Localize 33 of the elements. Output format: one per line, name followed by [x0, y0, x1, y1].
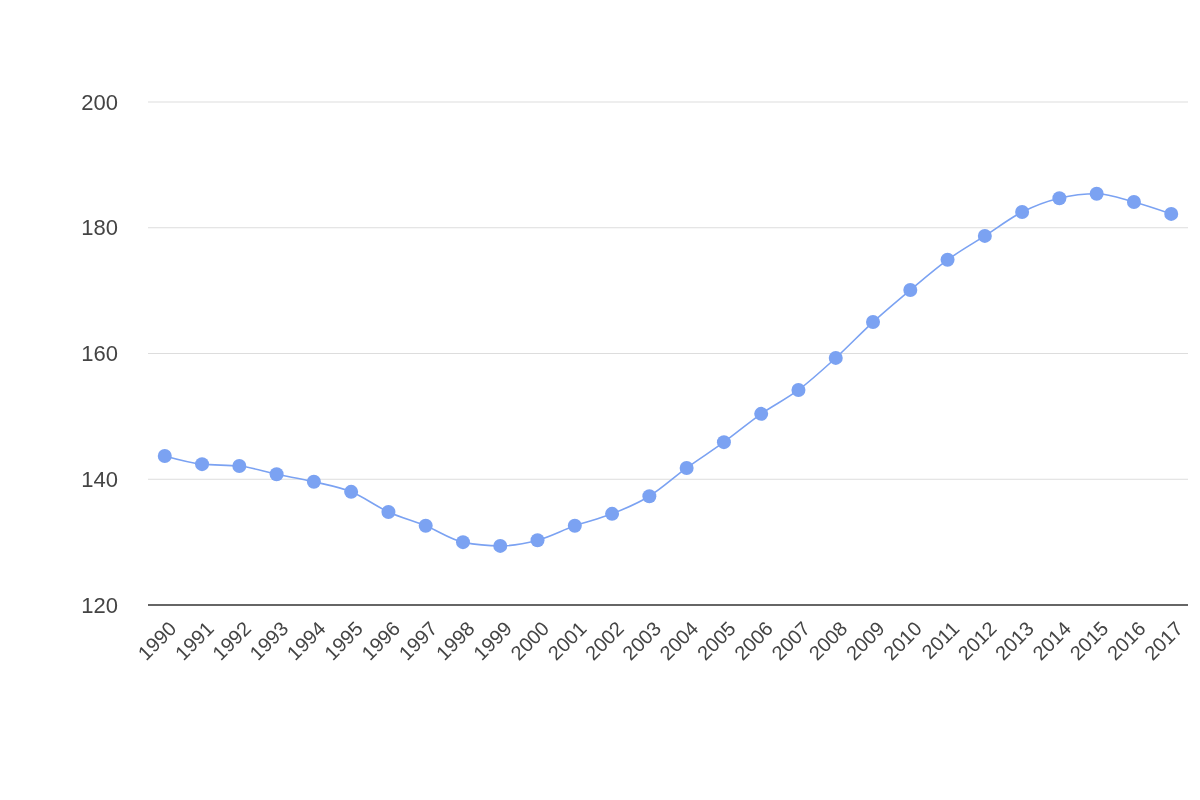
- point: [791, 382, 806, 397]
- point: [940, 252, 955, 267]
- point: [493, 538, 508, 553]
- y-tick-label: 200: [81, 89, 118, 115]
- point: [1089, 186, 1104, 201]
- point: [828, 350, 843, 365]
- point: [642, 489, 657, 504]
- point: [344, 484, 359, 499]
- y-tick-label: 160: [81, 341, 118, 367]
- point: [530, 533, 545, 548]
- point: [418, 518, 433, 533]
- point: [866, 315, 881, 330]
- point: [977, 228, 992, 243]
- point: [754, 406, 769, 421]
- point: [195, 457, 210, 472]
- point: [269, 467, 284, 482]
- point: [1015, 205, 1030, 220]
- point: [567, 518, 582, 533]
- point: [605, 506, 620, 521]
- point: [232, 459, 247, 474]
- point: [381, 504, 396, 519]
- point: [903, 283, 918, 297]
- y-tick-label: 120: [81, 592, 118, 618]
- point: [157, 448, 172, 463]
- point: [1126, 194, 1141, 209]
- point: [679, 460, 694, 475]
- point: [1164, 206, 1179, 221]
- point: [455, 535, 470, 550]
- y-tick-label: 140: [81, 466, 118, 492]
- point: [1052, 191, 1067, 206]
- y-tick-label: 180: [81, 215, 118, 241]
- point: [306, 474, 321, 489]
- point: [716, 435, 731, 450]
